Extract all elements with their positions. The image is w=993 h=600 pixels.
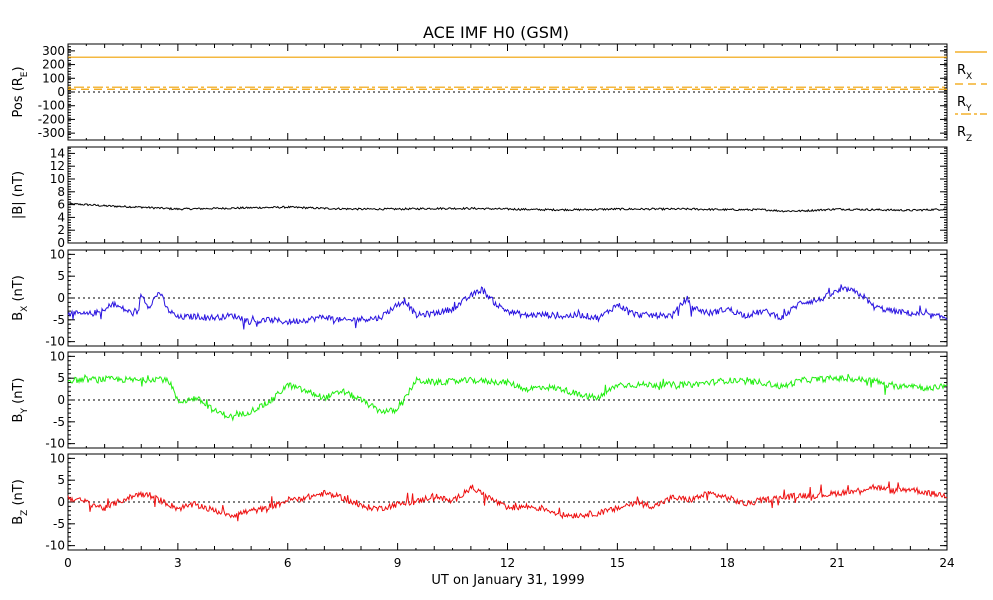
y-axis-label: Pos (RE) <box>11 66 30 117</box>
series-line-by <box>67 373 948 422</box>
y-axis-label: |B| (nT) <box>11 171 26 219</box>
y-tick-label: 5 <box>57 269 65 283</box>
y-tick-label: 300 <box>42 44 65 58</box>
y-tick-label: 6 <box>57 198 65 212</box>
y-tick-label: 14 <box>50 146 65 160</box>
x-tick-label: 9 <box>394 556 402 570</box>
y-axis-label: BX (nT) <box>11 275 30 321</box>
y-tick-label: 5 <box>57 473 65 487</box>
y-tick-label: -10 <box>45 539 65 553</box>
y-tick-label: -5 <box>53 313 65 327</box>
panel-Bx: 10 5 0 -5 -10 BX (nT) <box>11 247 948 349</box>
y-tick-label: -10 <box>45 335 65 349</box>
y-tick-label: 0 <box>57 85 65 99</box>
y-axis-label: BZ (nT) <box>11 479 30 525</box>
y-tick-label: 100 <box>42 71 65 85</box>
x-tick-label: 3 <box>174 556 182 570</box>
y-axis-label: BY (nT) <box>11 378 30 423</box>
panel-By: 10 5 0 -5 -10 BY (nT) <box>11 349 948 451</box>
legend-label-r_z: RZ <box>957 125 972 144</box>
series-line-bz <box>67 481 948 522</box>
y-tick-label: -200 <box>38 112 65 126</box>
y-tick-label: -100 <box>38 99 65 113</box>
y-tick-label: 0 <box>57 393 65 407</box>
y-tick-label: -5 <box>53 415 65 429</box>
x-axis-label: UT on January 31, 1999 <box>431 573 584 588</box>
y-tick-label: 10 <box>50 247 65 261</box>
y-tick-label: -10 <box>45 437 65 451</box>
y-tick-label: 5 <box>57 371 65 385</box>
y-tick-label: 0 <box>57 291 65 305</box>
x-tick-label: 6 <box>284 556 292 570</box>
x-tick-label: 12 <box>500 556 515 570</box>
y-tick-label: 0 <box>57 236 65 250</box>
legend-label-r_y: RY <box>957 95 972 114</box>
chart-title: ACE IMF H0 (GSM) <box>423 23 569 42</box>
y-tick-label: 2 <box>57 223 65 237</box>
x-tick-label: 0 <box>64 556 72 570</box>
y-tick-label: 0 <box>57 495 65 509</box>
y-tick-label: -5 <box>53 517 65 531</box>
x-tick-label: 15 <box>610 556 625 570</box>
y-tick-label: -300 <box>38 126 65 140</box>
x-tick-labels: 0 3 6 9 12 15 18 21 24 <box>64 556 954 570</box>
x-tick-label: 21 <box>829 556 844 570</box>
panel-Bz: 10 5 0 -5 -10 BZ (nT) <box>11 451 948 553</box>
y-tick-label: 12 <box>50 159 65 173</box>
panel-frame <box>67 146 948 244</box>
y-tick-label: 200 <box>42 58 65 72</box>
y-tick-label: 10 <box>50 172 65 186</box>
x-tick-label: 24 <box>939 556 954 570</box>
y-tick-label: 10 <box>50 451 65 465</box>
y-tick-label: 8 <box>57 185 65 199</box>
y-tick-label: 4 <box>57 210 65 224</box>
legend-label-r_x: RX <box>957 63 972 82</box>
series-line-bmag <box>67 202 948 213</box>
y-tick-label: 10 <box>50 349 65 363</box>
x-tick-label: 18 <box>720 556 735 570</box>
series-line-bx <box>67 284 948 330</box>
